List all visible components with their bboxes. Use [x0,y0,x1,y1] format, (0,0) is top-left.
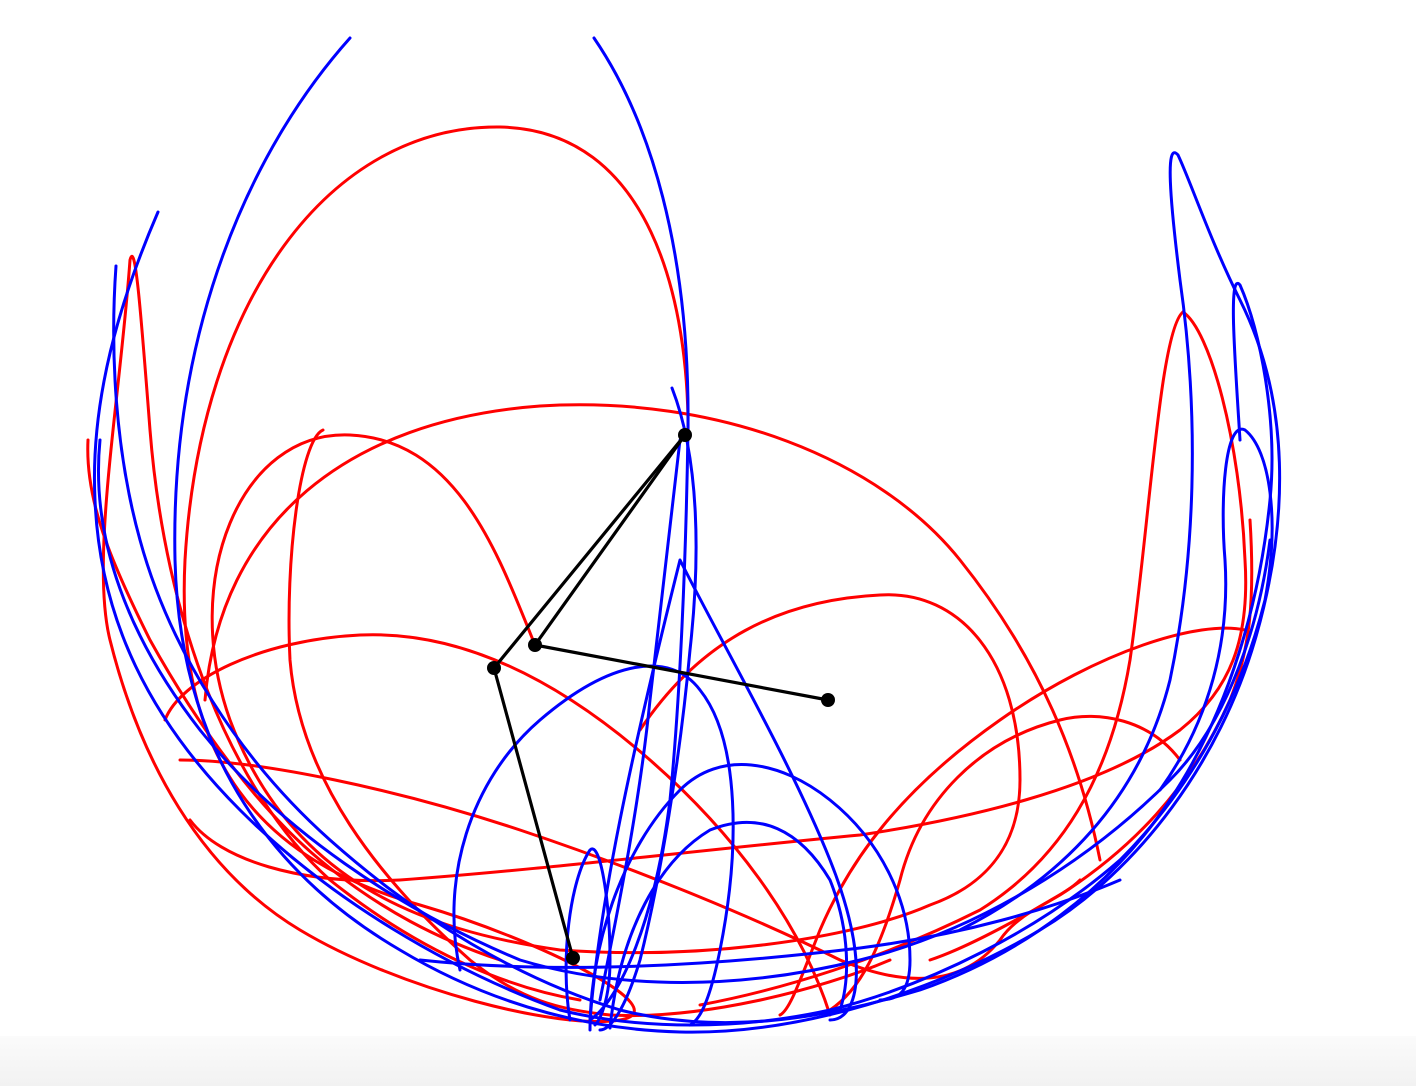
bottom-bar [0,1036,1416,1086]
trace-red-path-5 [163,633,832,1017]
trace-red-path-12 [928,518,1254,962]
pendulum-b-end-bob [566,951,580,965]
trace-red-path-9 [828,714,1182,1012]
trace-blue-path-5 [598,386,698,1032]
trace-red-path-3 [287,428,892,1018]
trace-blue-path-8 [588,763,912,1032]
pendulum-a-rod-2 [533,643,830,702]
trace-blue-path-3 [92,210,1274,1027]
pendulum-a-rod-1 [533,433,687,647]
trace-red-path-10 [178,758,1082,980]
pendulum-a [533,433,830,702]
joints [487,428,835,965]
trace-blue-path-1 [173,36,1282,1034]
trace-red-path-2 [210,433,1022,955]
trace-blue [92,36,1282,1034]
trace-red-path-7 [188,310,1248,883]
trace-blue-path-7 [452,664,735,1027]
pendulum-a-end-bob [821,693,835,707]
trace-blue-path-9 [608,820,849,1030]
pendulum-a-middle-joint [528,638,542,652]
trace-blue-path-12 [418,878,1122,969]
trace-blue-path-13 [598,438,682,1002]
trace-blue-path-11 [96,438,1272,984]
trace-blue-path-6 [588,558,858,1022]
trace-blue-path-2 [588,36,690,1022]
trace-red-path-6 [698,310,1185,1007]
trace-red [86,125,1254,1024]
pendulum-b-rod-2 [492,666,575,960]
trace-red-path-4 [203,403,1102,862]
pendulum-b-rod-1 [492,433,687,670]
trace-blue-path-4 [112,264,1274,1025]
pendulum-b [492,433,687,960]
trace-red-path-1 [101,125,690,1024]
pivot-joint [678,428,692,442]
trace-red-path-8 [778,626,1247,1017]
pendulum-b-middle-joint [487,661,501,675]
